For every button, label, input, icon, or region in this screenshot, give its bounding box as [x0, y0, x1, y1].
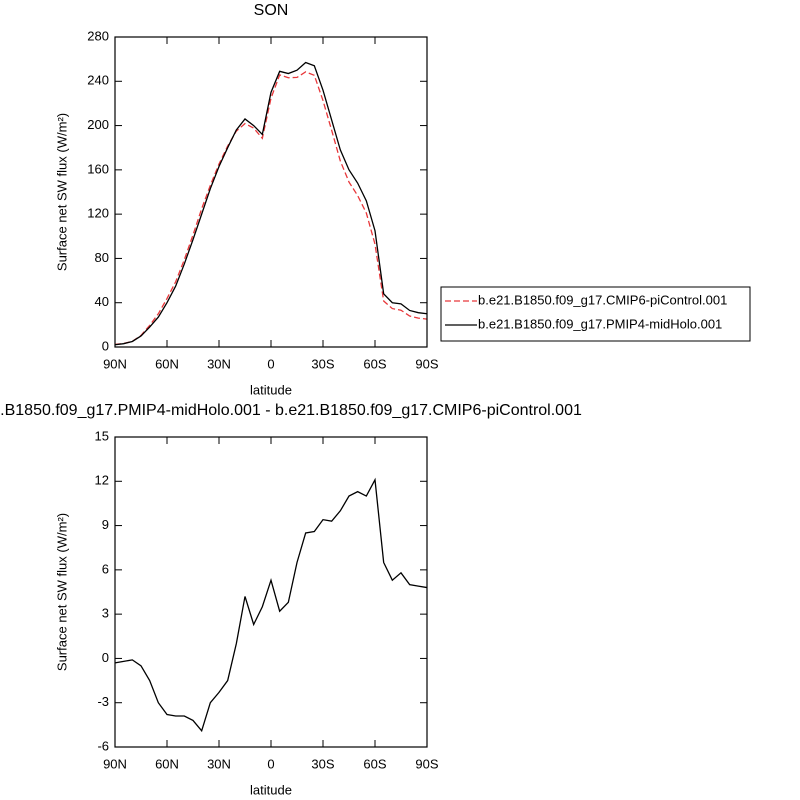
y-tick-label: 0 [102, 650, 109, 665]
x-axis-label: latitude [250, 382, 292, 397]
y-tick-label: 280 [87, 28, 109, 43]
x-tick-label: 60S [363, 356, 386, 371]
x-axis-label: latitude [250, 782, 292, 797]
y-tick-label: 3 [102, 606, 109, 621]
x-tick-label: 90N [103, 756, 127, 771]
plot-frame [114, 36, 428, 348]
y-axis-label: Surface net SW flux (W/m²) [54, 113, 69, 271]
y-tick-label: 240 [87, 73, 109, 88]
data-line [114, 71, 428, 346]
y-tick-label: 15 [95, 428, 109, 443]
x-tick-label: 30N [207, 356, 231, 371]
x-tick-label: 60S [363, 756, 386, 771]
legend-box [440, 286, 751, 342]
chart-title: b.e21.B1850.f09_g17.PMIP4-midHolo.001 - … [0, 402, 582, 419]
x-tick-label: 60N [155, 756, 179, 771]
y-tick-label: 80 [95, 250, 109, 265]
y-tick-label: -6 [97, 738, 109, 753]
chart-title: SON [254, 2, 289, 19]
legend-label: b.e21.B1850.f09_g17.CMIP6-piControl.001 [478, 292, 727, 307]
x-tick-label: 0 [267, 356, 274, 371]
legend-label: b.e21.B1850.f09_g17.PMIP4-midHolo.001 [478, 316, 722, 331]
y-axis-label: Surface net SW flux (W/m²) [54, 513, 69, 671]
x-tick-label: 60N [155, 356, 179, 371]
y-tick-label: 12 [95, 473, 109, 488]
plot-frame [114, 436, 428, 748]
y-tick-label: 9 [102, 517, 109, 532]
x-tick-label: 90N [103, 356, 127, 371]
x-tick-label: 0 [267, 756, 274, 771]
x-tick-label: 30S [311, 356, 334, 371]
y-tick-label: 40 [95, 294, 109, 309]
x-tick-label: 90S [415, 756, 438, 771]
x-tick-label: 90S [415, 356, 438, 371]
data-line [114, 61, 428, 346]
y-tick-label: 0 [102, 338, 109, 353]
data-line [114, 477, 428, 733]
x-tick-label: 30S [311, 756, 334, 771]
y-tick-label: 6 [102, 561, 109, 576]
y-tick-label: 160 [87, 161, 109, 176]
y-tick-label: 200 [87, 117, 109, 132]
x-tick-label: 30N [207, 756, 231, 771]
y-tick-label: -3 [97, 694, 109, 709]
y-tick-label: 120 [87, 206, 109, 221]
